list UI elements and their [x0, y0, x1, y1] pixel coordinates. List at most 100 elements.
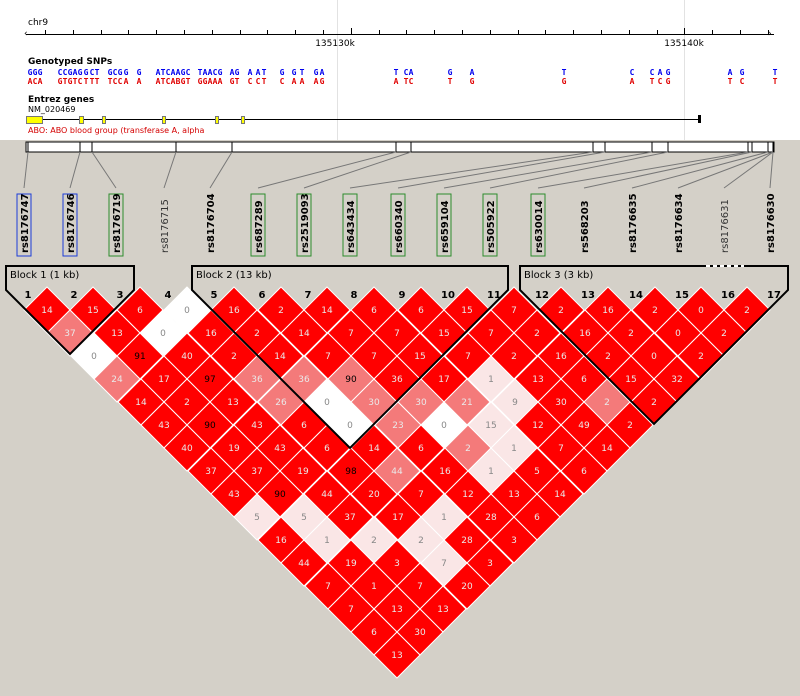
marker-label[interactable]: rs8176630 [766, 193, 777, 253]
marker-label[interactable]: rs8176746 [62, 193, 78, 257]
marker-label[interactable]: rs8176704 [206, 193, 217, 253]
ld-cell[interactable]: 5 [233, 493, 281, 541]
ld-value: 2 [721, 329, 727, 339]
snp-allele-2: B [175, 77, 181, 86]
scroll-right-icon[interactable]: › [768, 29, 772, 39]
ld-cell[interactable]: 3 [490, 516, 538, 564]
ld-value: 2 [604, 398, 610, 408]
marker-label[interactable]: rs8176635 [628, 193, 639, 253]
marker-label[interactable]: rs8176631 [720, 199, 731, 253]
ld-cell[interactable]: 44 [280, 539, 328, 587]
ld-value: 7 [394, 329, 400, 339]
marker-label[interactable]: rs8176715 [160, 199, 171, 253]
ld-cell-shape [490, 516, 538, 564]
snp-allele-2: C [408, 77, 414, 86]
ld-cell[interactable]: 6 [560, 447, 608, 495]
ld-cell[interactable]: 40 [163, 424, 211, 472]
ld-value: 1 [511, 444, 517, 454]
snp-allele-1: A [202, 68, 208, 77]
marker-label[interactable]: rs687289 [250, 193, 266, 257]
marker-label[interactable]: rs8176719 [108, 193, 124, 257]
snp-allele-2: G [229, 77, 235, 86]
marker-label[interactable]: rs659104 [436, 193, 452, 257]
marker-label[interactable]: rs8176634 [674, 193, 685, 253]
marker-label[interactable]: rs643434 [342, 193, 358, 257]
ld-cell[interactable]: 13 [373, 631, 421, 679]
snp-allele-1: A [657, 68, 663, 77]
axis-tick [156, 30, 158, 34]
ld-cell[interactable]: 37 [46, 309, 94, 357]
ld-value: 7 [418, 490, 424, 500]
ld-cell[interactable]: 2 [677, 332, 725, 380]
gene-accession[interactable]: NM_020469 [28, 105, 76, 114]
haplotype-block[interactable]: Block 2 (13 kb) [191, 265, 509, 450]
marker-label[interactable]: rs8176747 [16, 193, 32, 257]
marker-label[interactable]: rs630014 [530, 193, 546, 257]
marker-label[interactable]: rs568203 [580, 200, 591, 253]
marker-label[interactable]: rs505922 [482, 193, 498, 257]
ld-cell[interactable]: 20 [443, 562, 491, 610]
gene-name-label[interactable]: ABO: ABO blood group (transferase A, alp… [28, 126, 205, 135]
ld-value: 14 [41, 306, 53, 316]
haplotype-block[interactable]: Block 3 (3 kb) [519, 265, 789, 426]
haplotype-block[interactable]: Block 1 (1 kb) [5, 265, 135, 356]
marker-label[interactable]: rs660340 [390, 193, 406, 257]
snp-allele-1: A [207, 68, 213, 77]
snp-allele-1: G [217, 68, 223, 77]
marker-label[interactable]: rs2519093 [296, 193, 312, 257]
scroll-left-icon[interactable]: ‹ [24, 30, 28, 39]
ld-cell[interactable]: 24 [93, 355, 141, 403]
